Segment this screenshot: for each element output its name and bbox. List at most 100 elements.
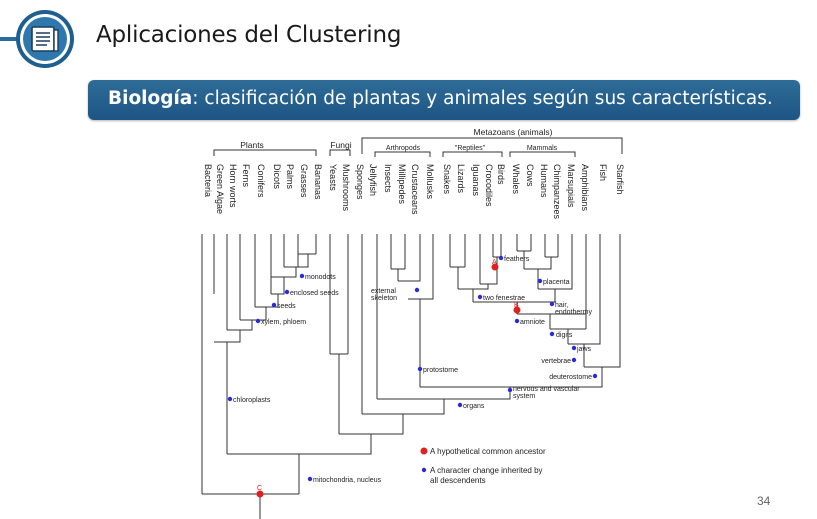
char-nervous: nervous and vascular: [513, 386, 580, 393]
char-protostome: protostome: [423, 367, 458, 374]
phylogenetic-tree: Plants Fungi Metazoans (animals) Arthrop…: [201, 127, 625, 519]
taxon-label: Humans: [539, 164, 549, 198]
character-dot: [498, 255, 504, 261]
page-number: 34: [757, 494, 771, 508]
character-dot: [414, 287, 420, 293]
character-markers: [227, 255, 598, 482]
taxon-label: Millipedes: [397, 164, 407, 205]
taxon-label: Bananas: [313, 164, 323, 200]
taxon-label: Snakes: [442, 164, 452, 195]
label-mammals: Mammals: [527, 145, 558, 152]
metazoans-bracket: [361, 137, 623, 154]
subtitle-text: Biología: clasificación de plantas y ani…: [108, 88, 773, 109]
taxon-label: Yeasts: [328, 164, 338, 191]
taxon-labels: Bacteria Green Algae Horn worts Ferns Co…: [203, 164, 625, 220]
taxon-label: Lizards: [456, 164, 466, 194]
taxon-label: Iguanas: [471, 164, 481, 197]
legend-ancestor-text: A hypothetical common ancestor: [430, 447, 546, 456]
taxon-label: Mollusks: [425, 164, 435, 200]
character-dot: [255, 318, 261, 324]
taxon-label: Green Algae: [215, 164, 225, 214]
taxon-label: Conifers: [256, 164, 266, 198]
arthropods-bracket: [374, 151, 431, 157]
legend-ancestor-dot: [420, 447, 428, 455]
char-vertebrae: vertebrae: [541, 358, 571, 365]
char-feathers: feathers: [504, 256, 530, 263]
character-dot: [299, 273, 305, 279]
character-dot: [477, 294, 483, 300]
char-mitochondria: mitochondria, nucleus: [313, 477, 382, 484]
label-plants: Plants: [240, 140, 264, 150]
reptiles-bracket: [442, 151, 503, 157]
char-deuterostome: deuterostome: [549, 374, 592, 381]
taxon-label: Mushrooms: [341, 164, 351, 212]
taxon-label: Marsupials: [566, 164, 576, 208]
ancestor-dot: [513, 306, 521, 314]
taxon-label: Crustaceans: [410, 164, 420, 215]
label-reptiles: "Reptiles": [455, 145, 486, 152]
slide-title: Aplicaciones del Clustering: [96, 22, 402, 48]
character-dot: [284, 289, 290, 295]
node-letter-b: B: [514, 302, 519, 309]
taxon-label: Birds: [496, 164, 506, 185]
char-endothermy: endothermy: [555, 309, 592, 316]
char-external: external: [371, 288, 396, 295]
char-enclosed-seeds: enclosed seeds: [290, 290, 339, 297]
taxon-label: Dicots: [272, 164, 282, 190]
taxon-label: Cows: [525, 164, 535, 187]
char-two-fenestrae: two fenestrae: [483, 295, 525, 302]
char-system: system: [513, 393, 535, 400]
legend-character-text-2: all descendents: [430, 476, 486, 485]
char-monodots: monodots: [305, 274, 336, 281]
char-seeds: seeds: [277, 303, 296, 310]
legend: A hypothetical common ancestor A charact…: [420, 447, 546, 485]
fungi-bracket: [329, 149, 351, 156]
taxon-label: Jellyfish: [368, 164, 378, 196]
node-letter-a: A: [492, 259, 497, 266]
char-jaws: jaws: [576, 346, 592, 353]
char-skeleton: skeleton: [371, 295, 397, 302]
taxon-label: Chimpanzees: [552, 164, 562, 220]
character-dot: [507, 387, 513, 393]
character-dot: [457, 402, 463, 408]
subtitle-rest: : clasificación de plantas y animales se…: [192, 88, 773, 109]
taxon-label: Grasses: [299, 164, 309, 198]
taxon-label: Starfish: [615, 164, 625, 195]
label-fungi: Fungi: [330, 140, 351, 150]
character-dot: [271, 302, 277, 308]
node-letter-c: C: [257, 485, 262, 492]
label-metazoans: Metazoans (animals): [474, 127, 553, 137]
taxon-label: Whales: [511, 164, 521, 195]
character-dot: [514, 318, 520, 324]
subtitle-bold: Biología: [108, 88, 193, 109]
taxon-label: Fish: [598, 164, 608, 181]
ancestor-dot: [491, 263, 499, 271]
char-organs: organs: [463, 403, 485, 410]
taxon-label: Insects: [383, 164, 393, 193]
char-chloroplasts: chloroplasts: [233, 397, 271, 404]
character-dot: [417, 366, 423, 372]
char-placenta: placenta: [543, 279, 570, 286]
label-arthropods: Arthropods: [386, 145, 421, 152]
char-hair: hair,: [555, 302, 568, 309]
character-dot: [537, 278, 543, 284]
char-digits: digits: [556, 332, 573, 339]
char-xylem: xylem, phloem: [261, 319, 306, 326]
char-amniote: amniote: [520, 319, 545, 326]
taxon-label: Ferns: [241, 164, 251, 188]
taxon-label: Horn worts: [228, 164, 238, 208]
ancestor-markers: [256, 263, 521, 498]
taxon-label: Amphibians: [580, 164, 590, 212]
ancestor-dot: [256, 490, 264, 498]
subtitle-banner: Biología: clasificación de plantas y ani…: [88, 80, 800, 120]
character-dot: [307, 476, 313, 482]
mammals-bracket: [509, 151, 576, 157]
character-dot: [592, 373, 598, 379]
taxon-label: Palms: [285, 164, 295, 190]
character-dot: [549, 331, 555, 337]
legend-character-dot: [421, 467, 427, 473]
book-icon: [16, 10, 74, 68]
taxon-label: Bacteria: [203, 164, 213, 197]
character-dot: [549, 301, 555, 307]
character-dot: [571, 345, 577, 351]
